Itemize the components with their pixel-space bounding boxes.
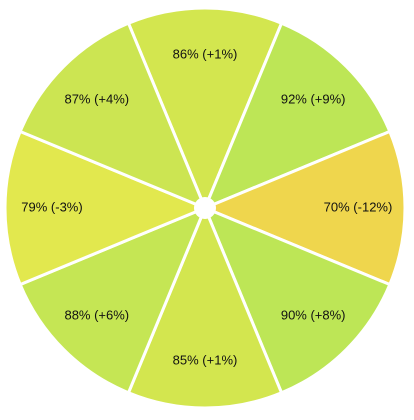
wedge [126, 204, 284, 410]
value-label: 86% (+1%) [173, 46, 238, 61]
value-label: 87% (+4%) [64, 91, 129, 106]
value-label: 90% (+8%) [281, 308, 346, 323]
value-label: 85% (+1%) [173, 352, 238, 367]
value-label: 92% (+9%) [281, 91, 346, 106]
wedge [201, 129, 407, 287]
wedge [126, 6, 284, 212]
wedge [18, 205, 208, 395]
center-hole [194, 197, 216, 219]
wedge [3, 129, 209, 287]
value-label: 70% (-12%) [324, 199, 393, 214]
value-label: 88% (+6%) [64, 308, 129, 323]
wedge [202, 205, 392, 395]
wedge [18, 21, 208, 211]
value-label: 79% (-3%) [21, 199, 82, 214]
wedge [202, 21, 392, 211]
